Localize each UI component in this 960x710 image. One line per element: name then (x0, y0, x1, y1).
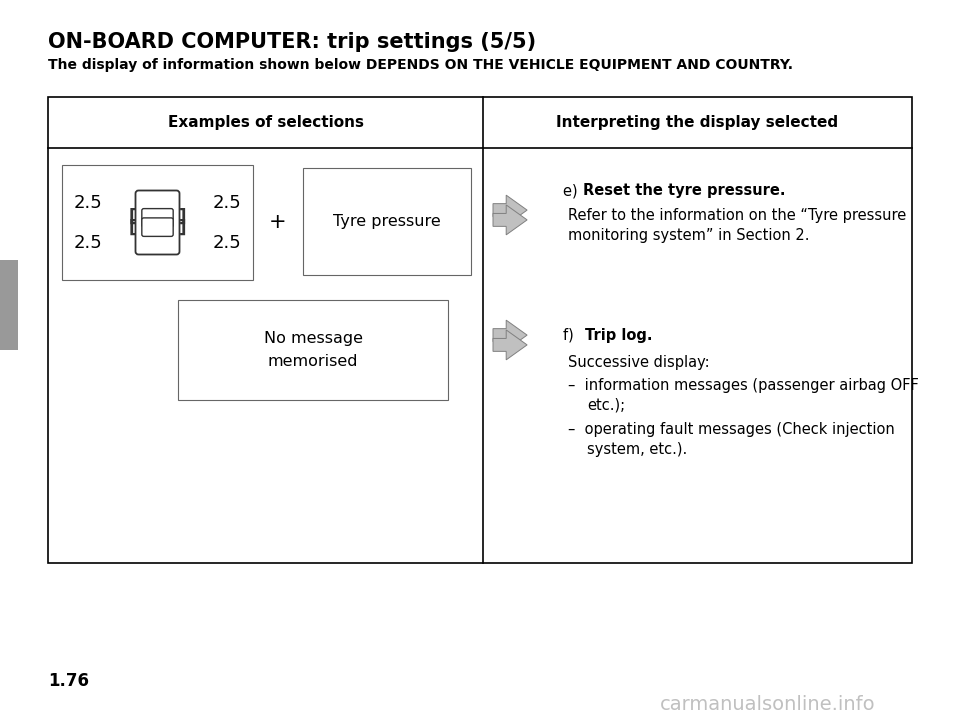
Text: Reset the tyre pressure.: Reset the tyre pressure. (583, 183, 785, 198)
Text: 2.5: 2.5 (212, 194, 241, 212)
Text: Trip log.: Trip log. (585, 328, 653, 343)
FancyArrow shape (493, 205, 527, 235)
FancyBboxPatch shape (135, 190, 180, 254)
Text: Refer to the information on the “Tyre pressure: Refer to the information on the “Tyre pr… (568, 208, 906, 223)
Text: +: + (269, 212, 287, 232)
Text: system, etc.).: system, etc.). (587, 442, 687, 457)
Text: Successive display:: Successive display: (568, 355, 709, 370)
Text: carmanualsonline.info: carmanualsonline.info (660, 695, 876, 710)
Text: –  operating fault messages (Check injection: – operating fault messages (Check inject… (568, 422, 895, 437)
Text: ]: ] (179, 208, 186, 226)
Text: Tyre pressure: Tyre pressure (333, 214, 441, 229)
Text: 2.5: 2.5 (74, 194, 103, 212)
Bar (48, 97, 912, 563)
Text: f): f) (563, 328, 583, 343)
Bar (303, 168, 471, 275)
Text: No message
memorised: No message memorised (263, 332, 363, 368)
Text: The display of information shown below DEPENDS ON THE VEHICLE EQUIPMENT AND COUN: The display of information shown below D… (48, 58, 793, 72)
Text: [: [ (129, 219, 136, 237)
FancyArrow shape (493, 330, 527, 360)
Text: etc.);: etc.); (587, 398, 625, 413)
Text: Examples of selections: Examples of selections (167, 115, 364, 130)
Text: 2.5: 2.5 (212, 234, 241, 251)
Bar (62, 165, 253, 280)
Text: –  information messages (passenger airbag OFF: – information messages (passenger airbag… (568, 378, 919, 393)
Text: 2.5: 2.5 (74, 234, 103, 251)
Text: ON-BOARD COMPUTER: trip settings (5/5): ON-BOARD COMPUTER: trip settings (5/5) (48, 32, 536, 52)
Text: Interpreting the display selected: Interpreting the display selected (557, 115, 839, 130)
Bar (0, 260, 18, 350)
FancyArrow shape (493, 195, 527, 225)
Bar (178, 300, 448, 400)
Text: ]: ] (179, 219, 186, 237)
Text: 1.76: 1.76 (48, 672, 89, 690)
FancyArrow shape (493, 320, 527, 350)
FancyBboxPatch shape (142, 218, 173, 236)
FancyBboxPatch shape (142, 209, 173, 227)
Text: [: [ (129, 208, 136, 226)
Text: e): e) (563, 183, 583, 198)
Text: monitoring system” in Section 2.: monitoring system” in Section 2. (568, 228, 809, 243)
